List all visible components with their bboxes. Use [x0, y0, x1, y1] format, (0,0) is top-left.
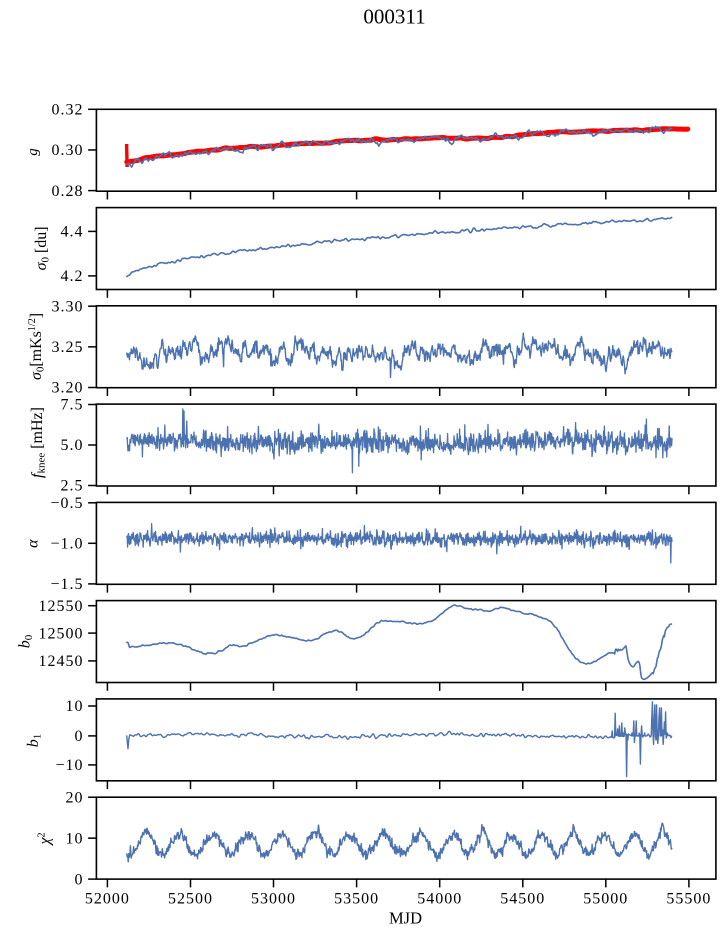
svg-text:3.25: 3.25 — [52, 339, 84, 356]
svg-text:3.20: 3.20 — [52, 380, 84, 397]
svg-text:5.0: 5.0 — [61, 437, 84, 454]
svg-text:53500: 53500 — [334, 891, 379, 908]
svg-text:0.32: 0.32 — [52, 102, 84, 119]
svg-text:12550: 12550 — [39, 598, 84, 615]
svg-text:54500: 54500 — [500, 891, 545, 908]
svg-text:54000: 54000 — [417, 891, 462, 908]
svg-text:55000: 55000 — [583, 891, 628, 908]
svg-text:4.2: 4.2 — [61, 268, 84, 285]
svg-text:MJD: MJD — [389, 908, 422, 927]
svg-text:52000: 52000 — [85, 891, 130, 908]
svg-text:10: 10 — [66, 830, 84, 847]
svg-text:0: 0 — [75, 728, 84, 745]
svg-text:0: 0 — [75, 871, 84, 888]
svg-text:χ2: χ2 — [37, 832, 54, 846]
svg-text:10: 10 — [66, 698, 84, 715]
svg-text:0.30: 0.30 — [52, 142, 84, 159]
svg-text:000311: 000311 — [363, 5, 425, 29]
svg-text:α: α — [25, 539, 42, 548]
svg-text:g: g — [25, 148, 41, 156]
svg-text:12500: 12500 — [39, 625, 84, 642]
svg-text:55500: 55500 — [666, 891, 711, 908]
svg-text:20: 20 — [66, 789, 84, 806]
svg-text:4.4: 4.4 — [61, 224, 84, 241]
svg-text:3.30: 3.30 — [52, 298, 84, 315]
svg-text:b0: b0 — [17, 634, 36, 648]
svg-text:2.5: 2.5 — [61, 478, 84, 495]
svg-text:12450: 12450 — [39, 653, 84, 670]
svg-text:b1: b1 — [25, 734, 44, 748]
svg-text:−0.5: −0.5 — [50, 495, 83, 512]
svg-text:−1.5: −1.5 — [50, 576, 83, 593]
svg-text:fknee [mHz]: fknee [mHz] — [29, 407, 48, 478]
svg-text:0.28: 0.28 — [52, 183, 84, 200]
svg-text:−1.0: −1.0 — [50, 536, 83, 553]
svg-text:7.5: 7.5 — [61, 397, 84, 414]
svg-text:52500: 52500 — [168, 891, 213, 908]
svg-text:−10: −10 — [55, 757, 83, 774]
svg-text:σ0 [du]: σ0 [du] — [33, 226, 52, 270]
svg-text:σ0[mKs1/2]: σ0[mKs1/2] — [27, 313, 47, 380]
svg-text:53000: 53000 — [251, 891, 296, 908]
